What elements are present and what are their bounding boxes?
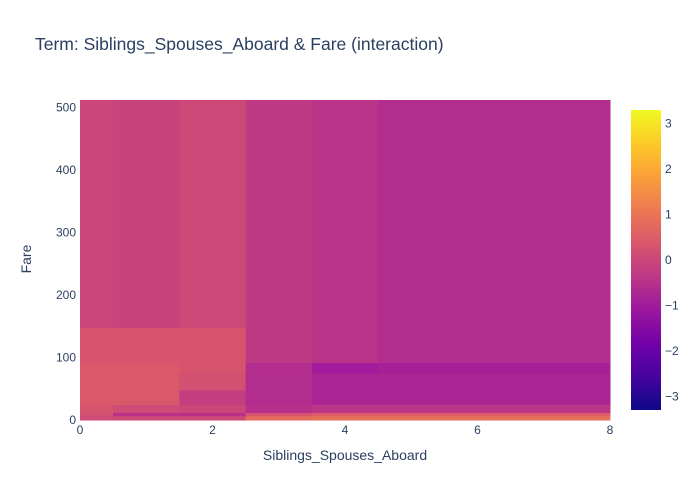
y-tick-label: 0 bbox=[69, 413, 76, 427]
colorbar-tick-label: −3 bbox=[665, 389, 679, 403]
heatmap-cell bbox=[113, 390, 180, 405]
heatmap-cell bbox=[311, 412, 379, 417]
heatmap-cell bbox=[113, 412, 180, 417]
heatmap-cell bbox=[80, 390, 114, 405]
heatmap-cell bbox=[113, 373, 180, 391]
x-tick-label: 6 bbox=[474, 423, 481, 437]
heatmap-cell bbox=[245, 415, 313, 421]
heatmap-cell bbox=[378, 100, 611, 328]
x-tick-label: 8 bbox=[607, 423, 614, 437]
heatmap-cell bbox=[179, 412, 247, 417]
heatmap-cell bbox=[311, 100, 379, 328]
heatmap-cell bbox=[311, 327, 379, 363]
heatmap-cell bbox=[80, 373, 114, 391]
x-axis-title: Siblings_Spouses_Aboard bbox=[263, 447, 427, 463]
x-tick-label: 0 bbox=[77, 423, 84, 437]
heatmap-cell bbox=[80, 415, 114, 421]
heatmap-cell bbox=[378, 373, 611, 391]
heatmap-cell bbox=[179, 327, 247, 363]
y-tick-label: 500 bbox=[56, 101, 76, 115]
colorbar-tick-label: 0 bbox=[665, 253, 672, 267]
heatmap-cell bbox=[179, 100, 247, 328]
heatmap-cell bbox=[113, 327, 180, 363]
y-axis-ticks: 0 100 200 300 400 500 bbox=[56, 101, 76, 428]
x-tick-label: 2 bbox=[209, 423, 216, 437]
heatmap-cell bbox=[311, 390, 379, 405]
x-tick-label: 4 bbox=[342, 423, 349, 437]
heatmap-cell bbox=[113, 100, 180, 328]
colorbar-tick-label: 3 bbox=[665, 117, 672, 131]
colorbar-tick-label: −1 bbox=[665, 298, 679, 312]
heatmap-cell bbox=[80, 100, 114, 328]
heatmap-cell bbox=[378, 362, 611, 374]
heatmap-cell bbox=[245, 100, 313, 328]
heatmap-cell bbox=[378, 415, 611, 421]
heatmap-cell bbox=[113, 404, 180, 413]
heatmap-cell bbox=[378, 412, 611, 417]
heatmap-cell bbox=[113, 415, 180, 421]
heatmap-cell bbox=[80, 327, 114, 363]
chart-title: Term: Siblings_Spouses_Aboard & Fare (in… bbox=[35, 34, 444, 55]
colorbar-ticks: −3 −2 −1 0 1 2 3 bbox=[665, 117, 679, 404]
heatmap-cell bbox=[179, 415, 247, 421]
colorbar-tick-label: 2 bbox=[665, 162, 672, 176]
colorbar bbox=[631, 110, 661, 410]
heatmap-cell bbox=[80, 362, 114, 374]
heatmap-cells bbox=[80, 100, 611, 421]
heatmap-cell bbox=[311, 373, 379, 391]
heatmap-cell bbox=[378, 390, 611, 405]
heatmap-cell bbox=[245, 412, 313, 417]
heatmap-cell bbox=[113, 362, 180, 374]
y-tick-label: 300 bbox=[56, 226, 76, 240]
heatmap-cell bbox=[179, 404, 247, 413]
heatmap-cell bbox=[378, 404, 611, 413]
y-tick-label: 100 bbox=[56, 351, 76, 365]
y-tick-label: 400 bbox=[56, 163, 76, 177]
heatmap-cell bbox=[311, 362, 379, 374]
heatmap-cell bbox=[311, 415, 379, 421]
heatmap-cell bbox=[179, 373, 247, 391]
heatmap-cell bbox=[245, 390, 313, 405]
y-axis-title: Fare bbox=[18, 244, 34, 273]
heatmap-cell bbox=[245, 373, 313, 391]
heatmap-cell bbox=[245, 362, 313, 374]
heatmap-cell bbox=[80, 404, 114, 413]
heatmap-cell bbox=[80, 412, 114, 417]
colorbar-tick-label: −2 bbox=[665, 344, 679, 358]
heatmap-cell bbox=[378, 327, 611, 363]
heatmap-cell bbox=[311, 404, 379, 413]
heatmap-cell bbox=[179, 390, 247, 405]
colorbar-tick-label: 1 bbox=[665, 208, 672, 222]
y-tick-label: 200 bbox=[56, 288, 76, 302]
heatmap-cell bbox=[245, 404, 313, 413]
heatmap-cell bbox=[245, 327, 313, 363]
heatmap-cell bbox=[179, 362, 247, 374]
x-axis-ticks: 0 2 4 6 8 bbox=[77, 423, 614, 437]
